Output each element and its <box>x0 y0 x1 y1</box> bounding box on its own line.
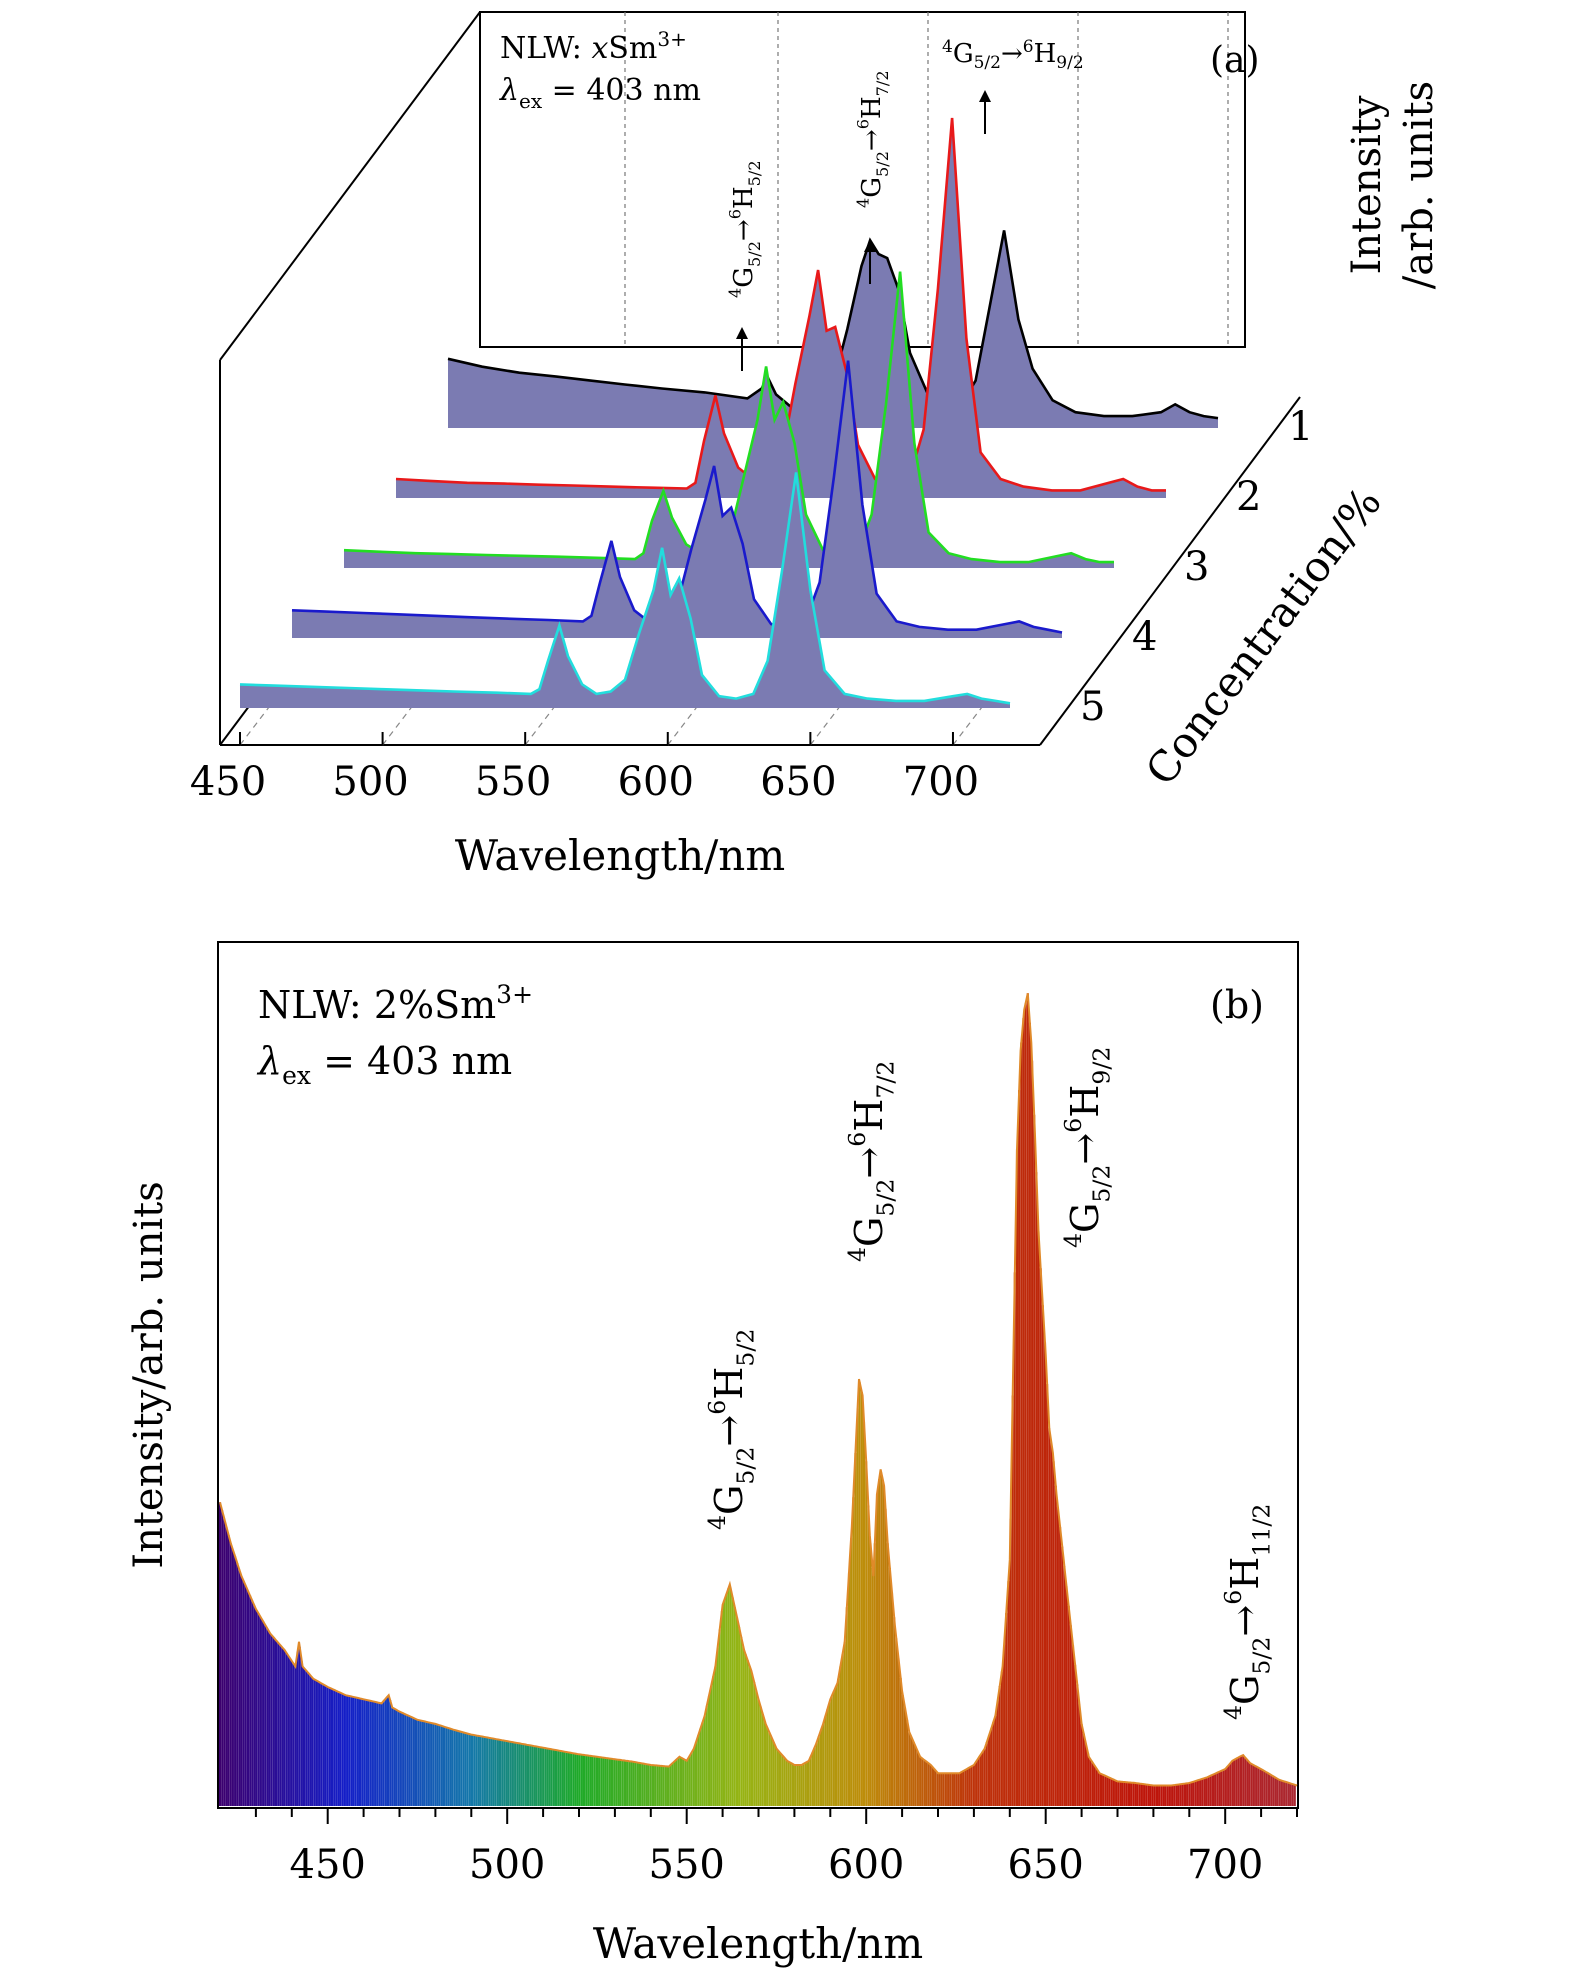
panel-a-annotation-title: NLW: xSm3+ <box>500 27 687 66</box>
panel-a-x-tick-label: 450 <box>190 759 266 805</box>
panel-b-x-tick-label: 550 <box>649 1842 725 1888</box>
peak-label-text: 4G5/2→6H7/2 <box>853 70 892 208</box>
panel-b-annotation-title: NLW: 2%Sm3+ <box>258 980 533 1027</box>
peak-label-text: 4G5/2→6H9/2 <box>1059 1047 1116 1248</box>
peak-label-b-2: 4G5/2→6H9/2 <box>1059 1047 1116 1248</box>
panel-a-y-axis-label-line1: Intensity <box>1344 95 1390 274</box>
panel-a-label: (a) <box>1210 40 1260 81</box>
panel-a-x-tick-label: 650 <box>760 759 836 805</box>
peak-label-text: 4G5/2→6H5/2 <box>725 160 764 298</box>
panel-a-z-axis-label: Concentration/% <box>1136 478 1391 794</box>
series-4-area <box>292 360 1062 638</box>
series-4 <box>291 360 1114 638</box>
panel-a-wall-grid <box>624 12 1229 347</box>
panel-b-x-axis-label: Wavelength/nm <box>593 1919 923 1968</box>
panel-a-z-tick-label: 5 <box>1080 684 1105 730</box>
panel-a-peak-labels: 4G5/2→6H5/2 4G5/2→6H7/2 4G5/2→6H9/2 <box>725 37 1084 371</box>
series-2-line <box>395 117 1166 492</box>
panel-a-right-diagonal <box>1039 396 1301 746</box>
peak-label-b-0: 4G5/2→6H5/2 <box>703 1329 760 1530</box>
panel-b-x-tick-label: 700 <box>1187 1842 1263 1888</box>
panel-b-annotation-excitation: λex = 403 nm <box>256 1039 512 1090</box>
peak-label-b-1: 4G5/2→6H7/2 <box>843 1061 900 1262</box>
series-1-area <box>448 230 1218 428</box>
series-1 <box>447 230 1270 428</box>
panel-b-x-ticks: 450 500 550 600 650 700 <box>254 1808 1298 1888</box>
peak-label-b-3: 4G5/2→6H11/2 <box>1219 1504 1276 1720</box>
series-5-area <box>240 472 1010 708</box>
peak-label-text: 4G5/2→6H7/2 <box>843 1061 900 1262</box>
panel-a-annotation-excitation: λex = 403 nm <box>499 73 701 113</box>
peak-label-text: 4G5/2→6H11/2 <box>1219 1504 1276 1720</box>
panel-a-x-tick-label: 600 <box>618 759 694 805</box>
panel-b-spectrum-chart: 450 500 550 600 650 700 NLW: 2%Sm3+ λex = 403… <box>126 941 1299 1968</box>
panel-a-series-group <box>239 117 1270 708</box>
panel-b-x-tick-label: 500 <box>469 1842 545 1888</box>
panel-b-x-tick-label: 650 <box>1008 1842 1084 1888</box>
panel-a-z-tick-label: 3 <box>1184 544 1209 590</box>
panel-b-x-tick-label: 450 <box>290 1842 366 1888</box>
peak-label-a-1: 4G5/2→6H7/2 <box>853 70 892 208</box>
panel-a-y-axis-label-line2: /arb. units <box>1396 81 1442 289</box>
panel-a-x-axis-label: Wavelength/nm <box>455 831 785 880</box>
panel-a-top-diagonal <box>219 11 481 361</box>
series-5-line <box>239 472 1011 705</box>
panel-a-x-tick-label: 500 <box>332 759 408 805</box>
series-3-line <box>343 271 1114 564</box>
panel-a-z-tick-label: 1 <box>1288 404 1313 450</box>
series-3 <box>343 271 1166 568</box>
panel-a-x-ticks: 450 500 550 600 650 700 <box>190 732 979 805</box>
series-4-line <box>291 360 1063 634</box>
panel-b-spectrum-outline <box>219 993 1298 1787</box>
panel-b-y-axis-label: Intensity/arb. units <box>126 1181 172 1568</box>
panel-a-peak-label-horizontal: 4G5/2→6H9/2 <box>942 37 1084 73</box>
panel-b-spectrum-fill <box>218 993 1296 1806</box>
panel-b-label: (b) <box>1210 983 1264 1027</box>
series-5 <box>239 472 1062 708</box>
panel-b-peak-labels: 4G5/2→6H5/2 4G5/2→6H7/2 4G5/2→6H9/2 4G5/2→6… <box>703 1047 1276 1720</box>
panel-a-z-tick-label: 2 <box>1236 474 1261 520</box>
panel-b-x-tick-label: 600 <box>828 1842 904 1888</box>
peak-label-text: 4G5/2→6H5/2 <box>703 1329 760 1530</box>
series-2 <box>395 117 1218 498</box>
panel-a-x-tick-label: 700 <box>903 759 979 805</box>
peak-label-a-0: 4G5/2→6H5/2 <box>725 160 764 298</box>
panel-a-x-tick-label: 550 <box>475 759 551 805</box>
series-1-line <box>447 230 1219 420</box>
panel-a-z-tick-label: 4 <box>1132 614 1157 660</box>
